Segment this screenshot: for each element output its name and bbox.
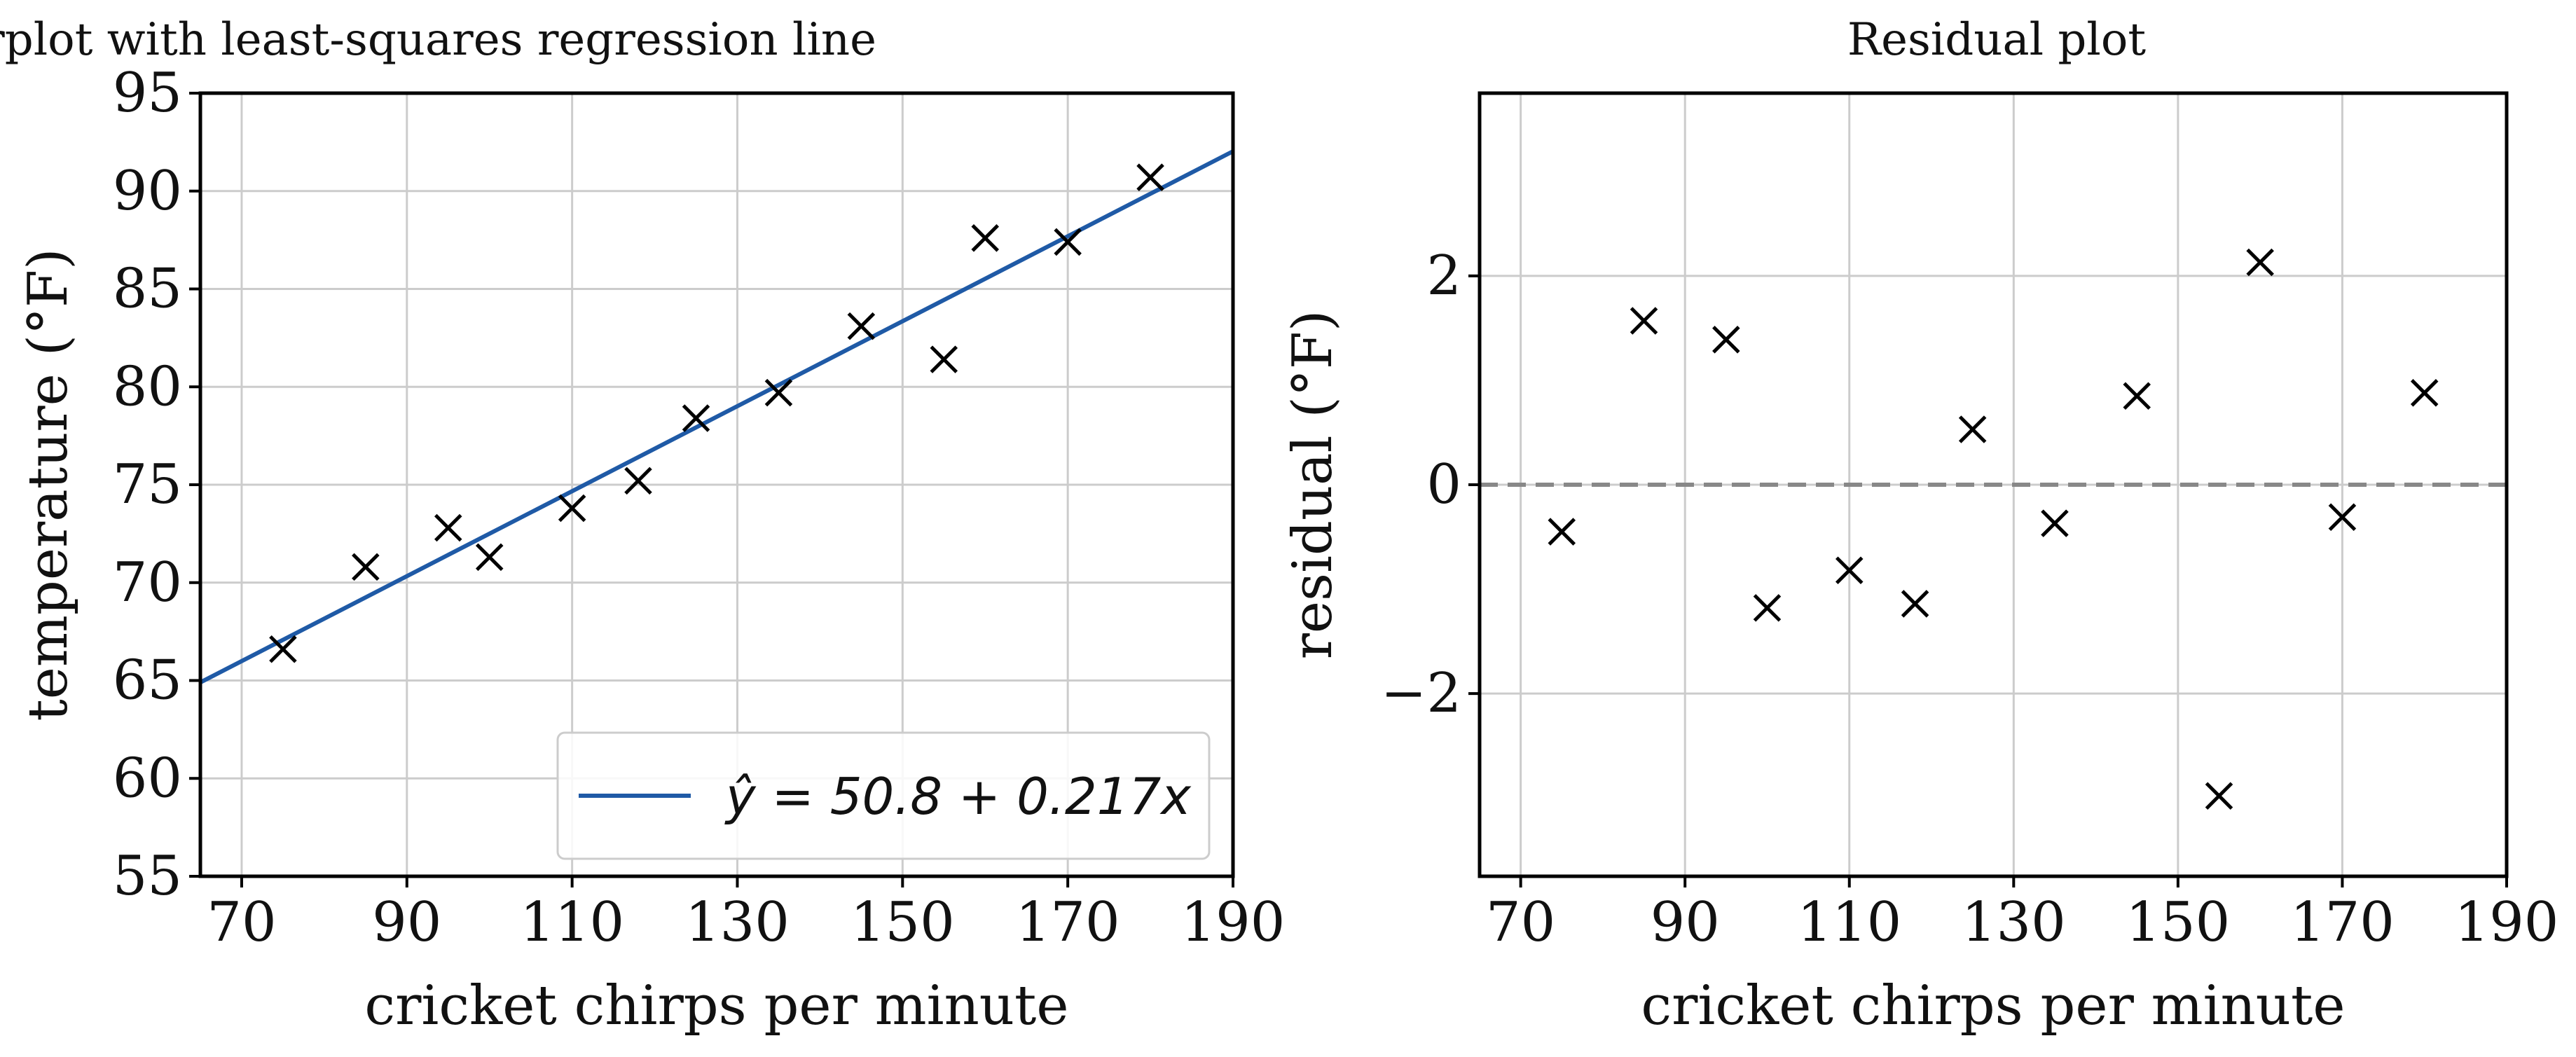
data-point-stroke — [2246, 248, 2274, 277]
y-tick-label: 80 — [113, 355, 182, 418]
data-point — [682, 404, 710, 432]
y-tick-label: 65 — [113, 649, 182, 712]
data-point — [764, 378, 793, 407]
y-tick-label: 85 — [113, 258, 182, 321]
y-tick-label: 70 — [113, 551, 182, 614]
y-tick-label: 60 — [113, 747, 182, 810]
data-point-stroke — [1136, 163, 1164, 191]
data-point-stroke — [352, 553, 380, 581]
data-point — [930, 345, 958, 373]
data-point — [1753, 594, 1782, 622]
data-point — [352, 553, 380, 581]
data-point — [475, 543, 504, 572]
x-tick-label: 90 — [1651, 891, 1720, 954]
scatter-panel: Scatterplot with least-squares regressio… — [0, 14, 1285, 1037]
y-axis-label: residual (°F) — [1281, 310, 1344, 660]
data-point — [2410, 379, 2439, 407]
y-tick-label: 55 — [113, 845, 182, 908]
data-point — [269, 635, 297, 663]
data-point-stroke — [764, 378, 793, 407]
x-tick-label: 70 — [207, 891, 276, 954]
data-point-stroke — [1901, 590, 1929, 618]
data-point-stroke — [1712, 326, 1740, 354]
x-axis-label: cricket chirps per minute — [1641, 974, 2345, 1037]
x-tick-label: 150 — [2126, 891, 2230, 954]
residual-panel: Residual plot 70 90 110 130 150 170 190 −2 0 2 cr… — [1281, 14, 2558, 1037]
data-point-stroke — [558, 494, 586, 523]
x-tick-label: 70 — [1486, 891, 1555, 954]
data-point — [2041, 509, 2069, 537]
y-tick-label: 90 — [113, 160, 182, 223]
data-point — [1901, 590, 1929, 618]
data-point-stroke — [1958, 415, 1987, 443]
data-point — [624, 467, 652, 495]
x-tick-label: 110 — [1797, 891, 1901, 954]
x-tick-label: 190 — [1181, 891, 1286, 954]
data-point-stroke — [475, 543, 504, 572]
data-point-stroke — [2410, 379, 2439, 407]
x-tick-label: 170 — [2290, 891, 2395, 954]
data-point — [434, 513, 462, 542]
data-point-stroke — [2123, 382, 2151, 410]
regression-line — [199, 149, 1234, 684]
data-point-stroke — [847, 312, 876, 340]
y-tick-label: −2 — [1381, 662, 1461, 725]
data-point — [2123, 382, 2151, 410]
x-tick-label: 110 — [520, 891, 624, 954]
x-tick-label: 90 — [372, 891, 441, 954]
data-point-stroke — [1630, 307, 1658, 335]
legend-label: ŷ = 50.8 + 0.217x — [724, 767, 1192, 826]
data-point — [1958, 415, 1987, 443]
data-point-stroke — [269, 635, 297, 663]
data-point — [1548, 518, 1576, 546]
data-point — [2328, 503, 2357, 531]
data-point-stroke — [1548, 518, 1576, 546]
data-point — [1054, 228, 1082, 256]
chart-title: Scatterplot with least-squares regressio… — [0, 14, 876, 66]
data-point — [1136, 163, 1164, 191]
data-point-stroke — [2328, 503, 2357, 531]
x-tick-label: 170 — [1016, 891, 1120, 954]
data-point — [1630, 307, 1658, 335]
chart-title: Residual plot — [1847, 14, 2147, 66]
data-point — [558, 494, 586, 523]
data-point-stroke — [682, 404, 710, 432]
data-point-stroke — [2205, 782, 2233, 810]
y-tick-label: 75 — [113, 453, 182, 516]
data-point — [2205, 782, 2233, 810]
data-point-stroke — [1054, 228, 1082, 256]
data-point-stroke — [2041, 509, 2069, 537]
data-point-stroke — [930, 345, 958, 373]
x-tick-label: 190 — [2455, 891, 2559, 954]
y-tick-label: 95 — [113, 62, 182, 125]
data-point-stroke — [1835, 556, 1864, 585]
data-point — [1835, 556, 1864, 585]
legend-box — [556, 731, 1211, 860]
data-point-stroke — [1753, 594, 1782, 622]
x-tick-label: 130 — [685, 891, 790, 954]
data-point-stroke — [971, 224, 1000, 252]
data-point — [1712, 326, 1740, 354]
data-point-stroke — [624, 467, 652, 495]
y-tick-label: 0 — [1426, 453, 1461, 516]
data-point — [2246, 248, 2274, 277]
x-tick-label: 130 — [1962, 891, 2066, 954]
data-point — [847, 312, 876, 340]
x-axis-label: cricket chirps per minute — [364, 974, 1068, 1037]
y-tick-label: 2 — [1426, 244, 1461, 308]
data-point — [971, 224, 1000, 252]
data-point-stroke — [434, 513, 462, 542]
x-tick-label: 150 — [850, 891, 955, 954]
y-axis-label: temperature (°F) — [17, 248, 80, 721]
